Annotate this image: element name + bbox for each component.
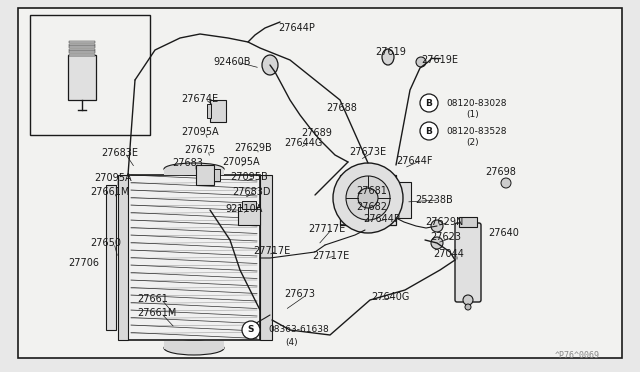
Text: 25238B: 25238B xyxy=(415,195,452,205)
Ellipse shape xyxy=(164,341,224,355)
Text: S: S xyxy=(248,326,254,334)
Bar xyxy=(164,169,224,175)
Text: 27095A: 27095A xyxy=(181,127,219,137)
Text: 27619: 27619 xyxy=(375,47,406,57)
Circle shape xyxy=(416,57,426,67)
Text: 27673E: 27673E xyxy=(349,147,386,157)
Text: 27717E: 27717E xyxy=(308,224,345,234)
Bar xyxy=(69,54,95,55)
Text: 27661M: 27661M xyxy=(137,308,177,318)
Bar xyxy=(128,175,260,340)
Bar xyxy=(396,182,411,218)
Text: 27683E: 27683E xyxy=(101,148,138,158)
Bar xyxy=(164,341,224,349)
Bar xyxy=(196,165,214,185)
Circle shape xyxy=(501,178,511,188)
Text: 92460B: 92460B xyxy=(213,57,250,67)
Text: 27673: 27673 xyxy=(284,289,315,299)
Text: ^P76^0069: ^P76^0069 xyxy=(555,351,600,360)
Text: 27644P: 27644P xyxy=(363,214,400,224)
Text: 27689: 27689 xyxy=(301,128,332,138)
Text: 27644P: 27644P xyxy=(278,23,315,33)
Text: 08363-61638: 08363-61638 xyxy=(268,326,329,334)
Bar xyxy=(118,175,128,340)
Circle shape xyxy=(420,94,438,112)
Bar xyxy=(459,217,477,227)
Circle shape xyxy=(333,163,403,233)
Text: 27640: 27640 xyxy=(488,228,519,238)
Bar xyxy=(69,44,95,45)
Text: 27675: 27675 xyxy=(184,145,215,155)
Text: (2): (2) xyxy=(466,138,479,148)
Bar xyxy=(207,104,211,118)
Circle shape xyxy=(465,304,471,310)
Circle shape xyxy=(242,321,260,339)
Circle shape xyxy=(463,295,473,305)
Ellipse shape xyxy=(382,49,394,65)
Bar xyxy=(69,51,95,53)
Text: 27698: 27698 xyxy=(485,167,516,177)
Text: (1): (1) xyxy=(466,110,479,119)
Text: 27629N: 27629N xyxy=(425,217,463,227)
Text: 27674E: 27674E xyxy=(181,94,218,104)
Text: 27095B: 27095B xyxy=(230,172,268,182)
Circle shape xyxy=(358,188,378,208)
Text: 27683D: 27683D xyxy=(232,187,271,197)
Bar xyxy=(30,15,150,135)
Text: B: B xyxy=(426,126,433,135)
Text: 27095A: 27095A xyxy=(222,157,260,167)
Bar xyxy=(242,201,256,209)
Text: 27717E: 27717E xyxy=(312,251,349,261)
Text: 27681: 27681 xyxy=(356,186,387,196)
Text: 27683: 27683 xyxy=(172,158,203,168)
Text: 27650: 27650 xyxy=(90,238,121,248)
FancyBboxPatch shape xyxy=(455,223,481,302)
Bar xyxy=(214,169,220,181)
Bar xyxy=(340,175,396,225)
Text: 27095A: 27095A xyxy=(94,173,132,183)
Text: 27619E: 27619E xyxy=(421,55,458,65)
Text: 08120-83528: 08120-83528 xyxy=(446,126,506,135)
Text: 27044: 27044 xyxy=(433,249,464,259)
Bar xyxy=(260,175,272,340)
Bar xyxy=(106,185,116,330)
Circle shape xyxy=(346,176,390,220)
Circle shape xyxy=(420,122,438,140)
Text: 27623: 27623 xyxy=(430,232,461,242)
Text: (4): (4) xyxy=(285,339,298,347)
Bar xyxy=(68,55,96,100)
Text: 27644G: 27644G xyxy=(284,138,323,148)
Text: 27644F: 27644F xyxy=(396,156,433,166)
Text: 27629B: 27629B xyxy=(234,143,272,153)
Bar xyxy=(69,46,95,48)
Circle shape xyxy=(431,220,443,232)
Text: 27688: 27688 xyxy=(326,103,357,113)
Bar xyxy=(238,207,260,225)
Text: 27717E: 27717E xyxy=(253,246,291,256)
Text: 08120-83028: 08120-83028 xyxy=(446,99,506,108)
Text: 27706: 27706 xyxy=(68,258,99,268)
Ellipse shape xyxy=(164,163,224,175)
Text: 27640G: 27640G xyxy=(371,292,410,302)
Text: B: B xyxy=(426,99,433,108)
Text: 92110A: 92110A xyxy=(225,204,262,214)
Circle shape xyxy=(431,237,443,249)
Text: 27661M: 27661M xyxy=(90,187,129,197)
Ellipse shape xyxy=(262,55,278,75)
Text: 27682: 27682 xyxy=(356,202,387,212)
Bar xyxy=(210,100,226,122)
Bar xyxy=(69,48,95,51)
Bar xyxy=(69,41,95,43)
Text: 27661: 27661 xyxy=(137,294,168,304)
